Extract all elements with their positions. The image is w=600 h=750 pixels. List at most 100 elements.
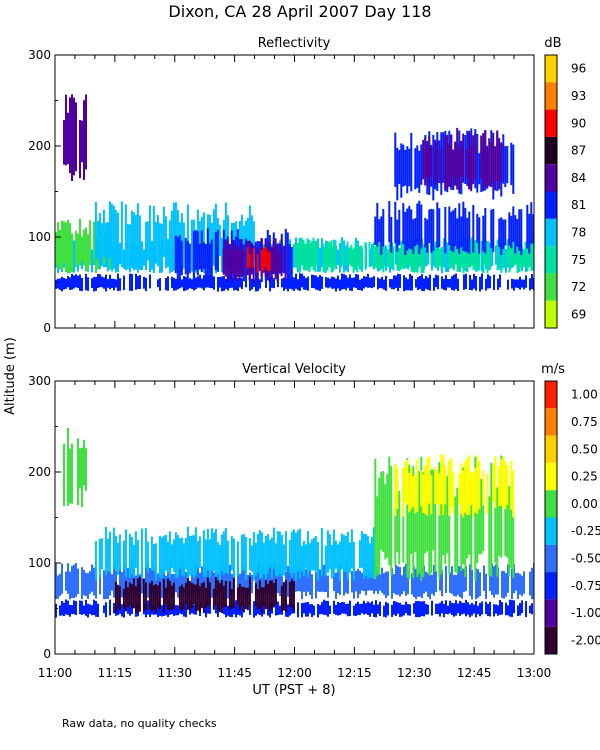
heatmap-stripe <box>443 279 445 290</box>
colorbar-label: 81 <box>571 198 586 212</box>
heatmap-stripe <box>487 603 489 616</box>
heatmap-stripe <box>507 279 509 290</box>
heatmap-stripe <box>334 540 337 569</box>
heatmap-stripe <box>442 454 445 515</box>
heatmap-stripe <box>184 538 187 570</box>
heatmap-stripe <box>478 477 481 555</box>
heatmap-stripe <box>476 455 479 514</box>
heatmap-stripe <box>476 240 479 272</box>
heatmap-stripe <box>148 583 151 610</box>
heatmap-stripe <box>106 222 109 272</box>
heatmap-stripe <box>151 241 153 270</box>
heatmap-stripe <box>531 567 533 600</box>
heatmap-stripe <box>409 274 411 291</box>
heatmap-stripe <box>119 278 121 291</box>
heatmap-stripe <box>371 244 373 266</box>
heatmap-stripe <box>485 601 487 614</box>
heatmap-stripe <box>434 467 437 504</box>
heatmap-stripe <box>61 220 63 270</box>
heatmap-stripe <box>361 603 363 614</box>
heatmap-stripe <box>258 241 261 272</box>
heatmap-stripe <box>312 237 315 271</box>
figure-title: Dixon, CA 28 April 2007 Day 118 <box>168 2 431 21</box>
heatmap-stripe <box>160 537 163 579</box>
heatmap-stripe <box>248 205 251 260</box>
heatmap-stripe <box>327 575 329 598</box>
heatmap-stripe <box>295 273 297 289</box>
heatmap-stripe <box>181 279 183 288</box>
heatmap-stripe <box>136 540 139 576</box>
heatmap-stripe <box>137 276 139 290</box>
heatmap-stripe <box>387 571 389 596</box>
heatmap-stripe <box>520 244 523 268</box>
heatmap-stripe <box>317 604 319 618</box>
heatmap-stripe <box>93 599 95 615</box>
heatmap-stripe <box>340 240 343 268</box>
heatmap-stripe <box>345 604 347 615</box>
heatmap-stripe <box>443 238 445 268</box>
heatmap-stripe <box>440 476 443 575</box>
heatmap-stripe <box>438 462 441 580</box>
heatmap-stripe <box>250 545 253 572</box>
heatmap-stripe <box>362 533 365 579</box>
heatmap-stripe <box>257 277 259 292</box>
heatmap-stripe <box>504 464 507 556</box>
heatmap-stripe <box>364 242 367 270</box>
heatmap-stripe <box>81 567 83 600</box>
heatmap-stripe <box>497 278 499 290</box>
heatmap-stripe <box>177 278 179 290</box>
heatmap-stripe <box>272 527 275 569</box>
heatmap-stripe <box>200 583 203 609</box>
heatmap-stripe <box>59 605 61 616</box>
heatmap-stripe <box>326 241 329 271</box>
heatmap-stripe <box>479 603 481 617</box>
heatmap-stripe <box>418 200 421 255</box>
heatmap-stripe <box>482 482 485 551</box>
heatmap-stripe <box>308 543 311 571</box>
heatmap-stripe <box>153 568 155 595</box>
heatmap-stripe <box>293 244 295 268</box>
heatmap-stripe <box>147 600 149 615</box>
heatmap-stripe <box>185 276 187 291</box>
heatmap-stripe <box>324 545 327 576</box>
heatmap-stripe <box>150 580 153 612</box>
heatmap-stripe <box>63 602 65 617</box>
heatmap-stripe <box>437 275 439 290</box>
heatmap-stripe <box>464 460 467 513</box>
heatmap-stripe <box>91 605 93 616</box>
heatmap-stripe <box>465 599 467 617</box>
heatmap-stripe <box>299 273 301 291</box>
heatmap-stripe <box>473 273 475 289</box>
heatmap-stripe <box>400 143 403 198</box>
heatmap-stripe <box>274 579 277 605</box>
heatmap-stripe <box>118 586 121 611</box>
heatmap-stripe <box>107 569 109 599</box>
heatmap-stripe <box>281 278 283 288</box>
heatmap-stripe <box>323 599 325 615</box>
heatmap-stripe <box>124 529 127 578</box>
colorbar-label: 1.00 <box>571 388 598 402</box>
heatmap-stripe <box>512 241 515 267</box>
heatmap-stripe <box>466 496 469 559</box>
heatmap-stripe <box>206 577 209 607</box>
heatmap-stripe <box>411 275 413 291</box>
heatmap-stripe <box>371 566 373 591</box>
heatmap-stripe <box>258 530 261 579</box>
heatmap-stripe <box>444 207 447 254</box>
heatmap-stripe <box>448 206 451 246</box>
heatmap-stripe <box>247 575 249 595</box>
heatmap-stripe <box>173 603 175 617</box>
heatmap-stripe <box>289 569 291 595</box>
heatmap-stripe <box>338 541 341 581</box>
heatmap-stripe <box>87 603 89 618</box>
heatmap-stripe <box>516 242 519 274</box>
heatmap-stripe <box>474 456 477 581</box>
heatmap-stripe <box>493 604 495 617</box>
heatmap-stripe <box>389 279 391 288</box>
heatmap-stripe <box>306 238 309 271</box>
heatmap-stripe <box>296 530 299 572</box>
reflectivity-y-axis: 0 100 200 300 <box>28 48 61 335</box>
heatmap-stripe <box>335 572 337 599</box>
heatmap-stripe <box>154 584 157 613</box>
heatmap-stripe <box>174 235 177 274</box>
